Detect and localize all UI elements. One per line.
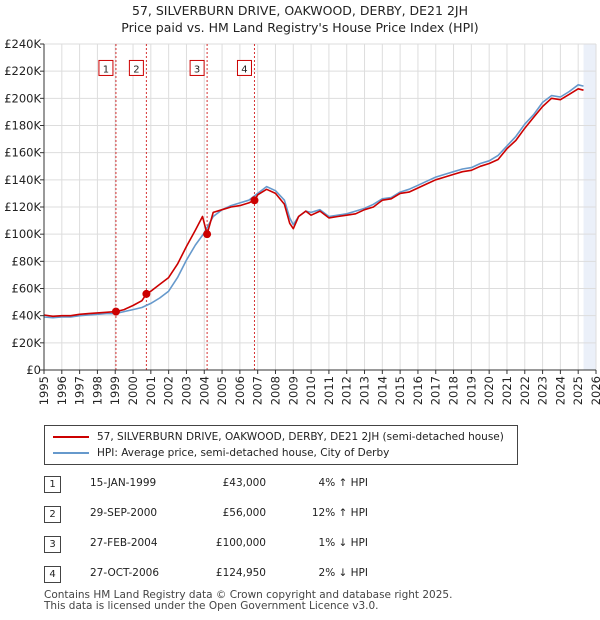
property-price-line [43, 88, 584, 318]
x-tick-label: 2008 [268, 376, 282, 405]
x-tick-label: 2010 [304, 376, 318, 405]
y-tick-label: £200K [4, 91, 41, 105]
x-tick-label: 2004 [197, 376, 211, 405]
legend-item-property: 57, SILVERBURN DRIVE, OAKWOOD, DERBY, DE… [53, 429, 504, 445]
x-tick-label: 1999 [108, 376, 122, 405]
y-tick-label: £20K [12, 336, 42, 350]
sales-table: 1 15-JAN-1999 £43,000 4% ↑ HPI 2 29-SEP-… [44, 472, 464, 592]
y-tick-label: £160K [4, 146, 41, 160]
legend-label-hpi: HPI: Average price, semi-detached house,… [97, 447, 390, 459]
y-tick-label: £120K [4, 200, 41, 214]
sale-annotation-label: 1 [103, 64, 109, 75]
sale-point [250, 196, 259, 205]
x-tick-label: 1995 [37, 376, 51, 405]
x-tick-label: 2015 [393, 376, 407, 405]
price-chart: 1 2 3 4 £0 £20K £40K £60K £80K £100K £120K £140K £1… [4, 37, 600, 405]
sale-point [142, 289, 151, 298]
sale-row: 2 29-SEP-2000 £56,000 12% ↑ HPI [44, 502, 464, 532]
x-tick-label: 2001 [144, 376, 158, 405]
sale-annotation-box [128, 59, 144, 76]
x-tick-label: 2016 [411, 376, 425, 405]
x-tick-label: 2026 [589, 376, 600, 405]
x-tick-label: 2022 [518, 376, 532, 405]
x-tick-label: 2021 [500, 376, 514, 405]
x-tick-label: 2014 [375, 376, 389, 405]
y-tick-label: £0 [26, 363, 41, 377]
sale-hpi-diff: 1% ↓ HPI [318, 537, 368, 549]
sale-annotation-box [236, 59, 252, 76]
legend-swatch-property [53, 436, 89, 438]
sale-date: 27-OCT-2006 [90, 567, 159, 579]
sale-price: £124,950 [215, 567, 266, 579]
sale-date: 15-JAN-1999 [90, 477, 157, 489]
footer-copyright: Contains HM Land Registry data © Crown c… [44, 589, 453, 601]
x-tick-label: 2025 [571, 376, 585, 405]
x-tick-label: 1997 [73, 376, 87, 405]
y-tick-label: £80K [12, 254, 42, 268]
hpi-line [43, 84, 584, 319]
legend-swatch-hpi [53, 452, 89, 454]
sale-marker-box: 2 [44, 506, 61, 523]
sale-date: 29-SEP-2000 [90, 507, 158, 519]
y-tick-label: £180K [4, 119, 41, 133]
y-tick-label: £240K [4, 37, 41, 51]
x-tick-label: 2023 [536, 376, 550, 405]
sale-row: 1 15-JAN-1999 £43,000 4% ↑ HPI [44, 472, 464, 502]
sale-price: £43,000 [222, 477, 266, 489]
chart-title-line1: 57, SILVERBURN DRIVE, OAKWOOD, DERBY, DE… [132, 3, 468, 18]
sale-hpi-diff: 2% ↓ HPI [318, 567, 368, 579]
x-tick-label: 2003 [179, 376, 193, 405]
x-tick-label: 2019 [464, 376, 478, 405]
sale-row: 4 27-OCT-2006 £124,950 2% ↓ HPI [44, 562, 464, 592]
x-tick-label: 2002 [162, 376, 176, 405]
sale-row: 3 27-FEB-2004 £100,000 1% ↓ HPI [44, 532, 464, 562]
x-tick-label: 2024 [553, 376, 567, 405]
sale-price: £100,000 [215, 537, 266, 549]
sale-marker-box: 3 [44, 536, 61, 553]
sale-annotation-box [98, 59, 114, 76]
sale-hpi-diff: 12% ↑ HPI [311, 507, 368, 519]
legend-label-property: 57, SILVERBURN DRIVE, OAKWOOD, DERBY, DE… [97, 431, 504, 443]
x-tick-label: 2011 [322, 376, 336, 405]
sale-date: 27-FEB-2004 [90, 537, 158, 549]
chart-title: 57, SILVERBURN DRIVE, OAKWOOD, DERBY, DE… [0, 2, 600, 36]
footer: Contains HM Land Registry data © Crown c… [44, 590, 452, 612]
y-tick-label: £40K [12, 309, 42, 323]
sale-annotation-label: 3 [194, 64, 200, 75]
sale-marker-box: 4 [44, 566, 61, 583]
y-tick-label: £60K [12, 282, 42, 296]
chart-title-line2: Price paid vs. HM Land Registry's House … [121, 20, 479, 35]
x-tick-label: 2009 [286, 376, 300, 405]
y-tick-label: £100K [4, 227, 41, 241]
sale-point [111, 307, 120, 316]
sale-annotation-label: 4 [241, 64, 247, 75]
x-tick-label: 2018 [447, 376, 461, 405]
sale-marker-box: 1 [44, 476, 61, 493]
x-tick-label: 2020 [482, 376, 496, 405]
sale-point [203, 230, 212, 239]
y-tick-label: £220K [4, 64, 41, 78]
sale-price: £56,000 [222, 507, 266, 519]
x-tick-label: 2012 [340, 376, 354, 405]
legend-item-hpi: HPI: Average price, semi-detached house,… [53, 445, 389, 461]
x-tick-label: 1996 [55, 376, 69, 405]
x-tick-label: 2013 [358, 376, 372, 405]
legend: 57, SILVERBURN DRIVE, OAKWOOD, DERBY, DE… [44, 425, 518, 465]
x-tick-label: 2007 [251, 376, 265, 405]
y-tick-label: £140K [4, 173, 41, 187]
x-tick-label: 1998 [90, 376, 104, 405]
sale-hpi-diff: 4% ↑ HPI [318, 477, 368, 489]
footer-licence: This data is licensed under the Open Gov… [44, 600, 379, 612]
x-tick-label: 2006 [233, 376, 247, 405]
sale-annotation-label: 2 [133, 64, 139, 75]
x-tick-label: 2000 [126, 376, 140, 405]
x-tick-label: 2017 [429, 376, 443, 405]
x-tick-label: 2005 [215, 376, 229, 405]
sale-annotation-box [189, 59, 205, 76]
